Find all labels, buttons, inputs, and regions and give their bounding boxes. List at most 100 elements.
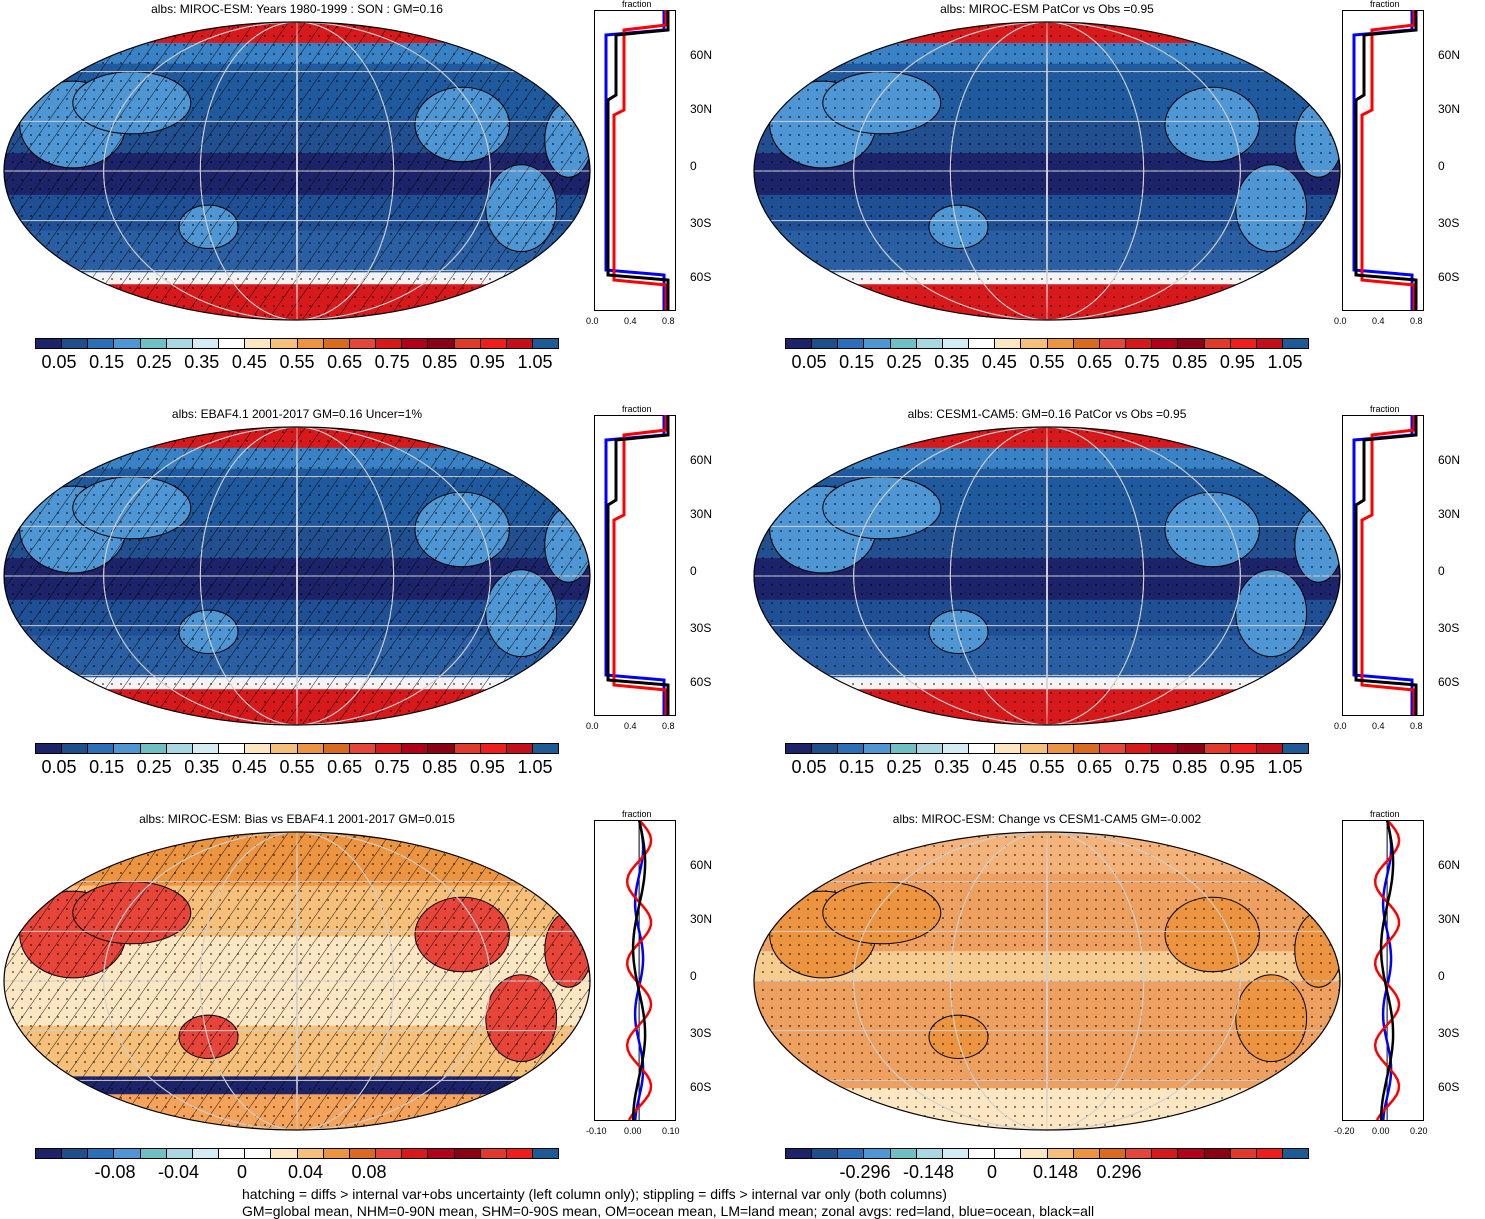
world-map bbox=[3, 831, 591, 1131]
zonal-x-tick-label: 0.0 bbox=[586, 721, 599, 731]
colorbar-label: 0.85 bbox=[422, 352, 458, 372]
latitude-tick-label: 30S bbox=[690, 216, 712, 230]
colorbar bbox=[785, 1148, 1309, 1159]
colorbar-swatch bbox=[916, 339, 943, 348]
colorbar-swatch bbox=[532, 339, 559, 348]
footnote-hatching: hatching = diffs > internal var+obs unce… bbox=[242, 1186, 947, 1202]
zonal-x-tick-label: 0.8 bbox=[662, 721, 675, 731]
colorbar bbox=[35, 1148, 559, 1159]
colorbar-swatch bbox=[532, 1149, 559, 1158]
colorbar-swatch bbox=[1126, 339, 1153, 348]
zonal-fraction-label: fraction bbox=[1370, 0, 1400, 9]
colorbar bbox=[35, 338, 559, 349]
colorbar-swatch bbox=[812, 339, 839, 348]
colorbar-swatch bbox=[1099, 744, 1127, 753]
world-map bbox=[753, 426, 1341, 726]
colorbar-label: 0.95 bbox=[469, 757, 505, 777]
colorbar-label: -0.04 bbox=[157, 1162, 200, 1182]
zonal-x-tick-label: 0.00 bbox=[624, 1126, 642, 1136]
zonal-x-tick-label: -0.20 bbox=[1334, 1126, 1355, 1136]
colorbar-swatch bbox=[192, 339, 220, 348]
colorbar-swatch bbox=[1099, 339, 1127, 348]
colorbar-swatch bbox=[1178, 1149, 1205, 1158]
colorbar-swatch bbox=[864, 1149, 891, 1158]
colorbar-swatch bbox=[454, 1149, 481, 1158]
colorbar-swatch bbox=[1178, 339, 1205, 348]
colorbar-label: 0.04 bbox=[287, 1162, 324, 1182]
colorbar-label: 0.05 bbox=[791, 757, 827, 777]
colorbar-label: 0.25 bbox=[886, 352, 922, 372]
colorbar-label: 1.05 bbox=[1267, 757, 1303, 777]
zonal-x-tick-label: 0.0 bbox=[1334, 316, 1347, 326]
colorbar-swatch bbox=[245, 339, 272, 348]
colorbar-label: 1.05 bbox=[1267, 352, 1303, 372]
zonal-x-tick-label: -0.10 bbox=[586, 1126, 607, 1136]
colorbar-swatch bbox=[864, 339, 891, 348]
colorbar-swatch bbox=[245, 1149, 272, 1158]
colorbar-swatch bbox=[786, 1149, 813, 1158]
colorbar-swatch bbox=[192, 1149, 220, 1158]
colorbar-label: 0.85 bbox=[1172, 352, 1208, 372]
colorbar-swatch bbox=[812, 1149, 839, 1158]
map-title: albs: MIROC-ESM PatCor vs Obs =0.95 bbox=[940, 2, 1154, 16]
zonal-x-tick-label: 0.00 bbox=[1372, 1126, 1390, 1136]
zonal-mean-plot bbox=[594, 415, 676, 716]
colorbar-swatch bbox=[506, 339, 533, 348]
colorbar-swatch bbox=[969, 339, 996, 348]
zonal-x-tick-label: 0.4 bbox=[624, 316, 637, 326]
colorbar-label: 0.55 bbox=[279, 352, 315, 372]
colorbar-swatch bbox=[428, 1149, 455, 1158]
colorbar-label: 0.148 bbox=[1032, 1162, 1079, 1182]
colorbar-label: 0.55 bbox=[279, 757, 315, 777]
colorbar-swatch bbox=[1021, 1149, 1048, 1158]
colorbar-swatch bbox=[1126, 744, 1153, 753]
zonal-mean-plot bbox=[594, 820, 676, 1121]
colorbar-swatch bbox=[1256, 339, 1283, 348]
colorbar-swatch bbox=[942, 339, 970, 348]
zonal-x-tick-label: 0.20 bbox=[1410, 1126, 1428, 1136]
colorbar-label: 1.05 bbox=[517, 352, 553, 372]
colorbar-label: 0 bbox=[236, 1162, 248, 1182]
zonal-fraction-label: fraction bbox=[622, 404, 652, 414]
zonal-x-tick-label: 0.0 bbox=[1334, 721, 1347, 731]
colorbar-swatch bbox=[1230, 744, 1257, 753]
colorbar-label: 0.85 bbox=[422, 757, 458, 777]
colorbar-label: 0.35 bbox=[184, 352, 220, 372]
colorbar-swatch bbox=[271, 1149, 298, 1158]
colorbar-swatch bbox=[1047, 744, 1074, 753]
colorbar-label: 0.25 bbox=[886, 757, 922, 777]
latitude-tick-label: 30N bbox=[1438, 102, 1461, 116]
colorbar-label: 0.55 bbox=[1029, 757, 1065, 777]
zonal-mean-plot bbox=[1342, 820, 1424, 1121]
colorbar-swatch bbox=[532, 744, 559, 753]
colorbar-swatch bbox=[890, 1149, 917, 1158]
latitude-tick-label: 30N bbox=[690, 912, 713, 926]
colorbar-label: 0.05 bbox=[41, 757, 77, 777]
colorbar-swatch bbox=[166, 744, 193, 753]
colorbar-label: 0.05 bbox=[41, 352, 77, 372]
map-title: albs: MIROC-ESM: Bias vs EBAF4.1 2001-20… bbox=[139, 812, 455, 826]
map-title: albs: MIROC-ESM: Change vs CESM1-CAM5 GM… bbox=[892, 812, 1202, 826]
world-map bbox=[753, 831, 1341, 1131]
colorbar-swatch bbox=[114, 1149, 141, 1158]
latitude-tick-label: 30S bbox=[690, 621, 712, 635]
colorbar-swatch bbox=[1230, 1149, 1257, 1158]
colorbar-label: -0.08 bbox=[94, 1162, 136, 1182]
colorbar-swatch bbox=[864, 744, 891, 753]
colorbar-label: 0.45 bbox=[231, 352, 267, 372]
latitude-tick-label: 30N bbox=[690, 507, 713, 521]
colorbar-swatch bbox=[297, 339, 324, 348]
latitude-tick-label: 0 bbox=[1438, 969, 1445, 983]
colorbar-swatch bbox=[1204, 1149, 1231, 1158]
colorbar-label: 0.95 bbox=[1219, 757, 1255, 777]
colorbar-swatch bbox=[297, 1149, 324, 1158]
colorbar-swatch bbox=[786, 339, 813, 348]
colorbar-label: 0.45 bbox=[231, 757, 267, 777]
zonal-mean-plot bbox=[1342, 415, 1424, 716]
colorbar-swatch bbox=[454, 744, 481, 753]
zonal-fraction-label: fraction bbox=[622, 0, 652, 9]
colorbar-swatch bbox=[1073, 1149, 1100, 1158]
colorbar-swatch bbox=[1047, 339, 1074, 348]
latitude-tick-label: 0 bbox=[690, 564, 697, 578]
colorbar-swatch bbox=[1204, 744, 1231, 753]
